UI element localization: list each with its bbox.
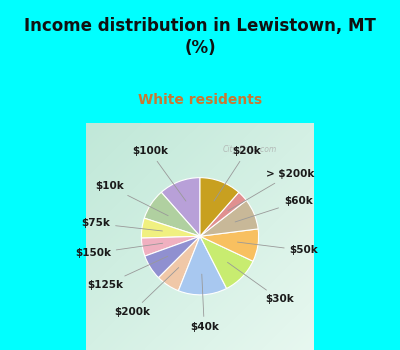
Wedge shape: [142, 218, 200, 238]
Text: $100k: $100k: [132, 146, 186, 201]
Text: $200k: $200k: [114, 267, 179, 317]
Wedge shape: [200, 192, 246, 236]
Text: City-Data.com: City-Data.com: [223, 145, 277, 154]
Text: $10k: $10k: [95, 181, 168, 216]
Text: $75k: $75k: [81, 218, 162, 231]
Text: White residents: White residents: [138, 93, 262, 107]
Text: $40k: $40k: [190, 274, 219, 332]
Wedge shape: [144, 192, 200, 236]
Text: $50k: $50k: [238, 242, 318, 256]
Text: $125k: $125k: [87, 256, 168, 290]
Wedge shape: [161, 178, 200, 236]
Wedge shape: [200, 229, 258, 261]
Text: $20k: $20k: [214, 146, 261, 201]
Text: Income distribution in Lewistown, MT
(%): Income distribution in Lewistown, MT (%): [24, 17, 376, 57]
Text: $60k: $60k: [235, 196, 313, 222]
Wedge shape: [200, 200, 258, 236]
Text: > $200k: > $200k: [228, 169, 314, 211]
Wedge shape: [142, 236, 200, 256]
Wedge shape: [200, 236, 253, 288]
Text: $30k: $30k: [228, 262, 294, 304]
Wedge shape: [145, 236, 200, 278]
Wedge shape: [158, 236, 200, 291]
Wedge shape: [178, 236, 227, 295]
Wedge shape: [200, 178, 239, 236]
Text: $150k: $150k: [75, 243, 163, 258]
